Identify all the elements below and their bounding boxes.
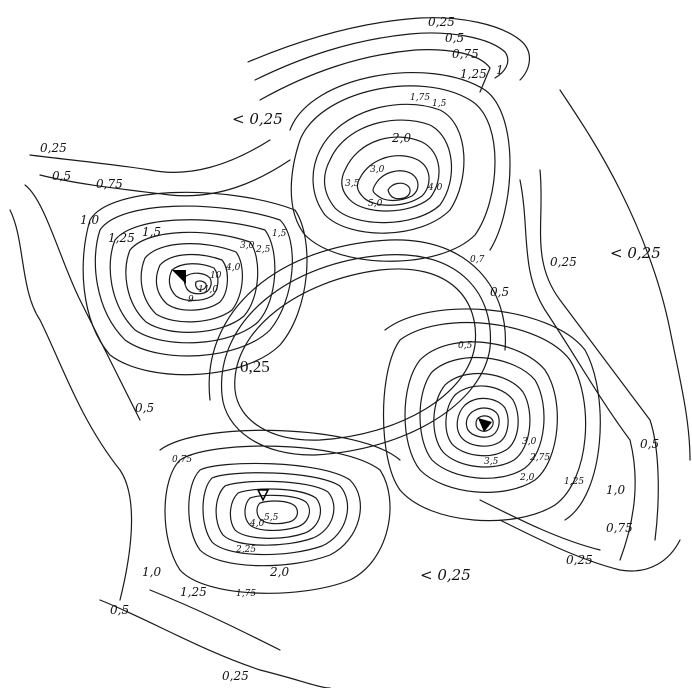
contour-right-outer: [559, 89, 691, 461]
hotspot-northeast: [289, 72, 511, 262]
central-region: [208, 239, 507, 456]
label-w-0-25: 0,25: [40, 141, 67, 155]
contour-bottom-outer: [99, 599, 331, 688]
hotspot-southwest: [159, 429, 401, 594]
label-ne-4-0: 4,0: [427, 183, 443, 193]
contour-bottom-2: [149, 589, 281, 651]
label-br-1-25: 1,25: [564, 477, 584, 487]
contour-left-4: [39, 159, 291, 197]
label-r-0-25: 0,25: [550, 255, 577, 269]
label-tl-2-5: 2,5: [255, 245, 271, 255]
label-bl-2-25: 2,25: [235, 545, 256, 555]
contour-left-outer: [9, 209, 133, 601]
label-tl-1-5: 1,5: [272, 229, 287, 239]
label-center: 0,25: [240, 357, 270, 376]
label-top-1-25: 1,25: [460, 67, 487, 81]
contour-right-3: [519, 179, 636, 561]
label-br-3-0: 3,0: [522, 437, 537, 447]
contour-bottom-right-2: [479, 499, 601, 551]
marker-triangle-se: [478, 418, 492, 432]
label-mid-0-5: 0,5: [490, 285, 509, 299]
label-bl-1-0: 1,0: [142, 565, 161, 579]
label-tl-11-0: 11,0: [198, 285, 218, 295]
label-top-0-5: 0,5: [445, 31, 464, 45]
hotspot-southeast: [382, 308, 601, 522]
label-bl-2-0: 2,0: [269, 565, 289, 579]
label-ne-3-5: 3,5: [345, 179, 360, 189]
label-tl-4-0: 4,0: [225, 263, 241, 273]
label-br-2-0: 2,0: [519, 473, 535, 483]
label-bottom-0-25: 0,25: [222, 669, 249, 683]
hotspot-northwest: [82, 191, 308, 376]
label-bl-0-5: 0,5: [110, 603, 129, 617]
marker-triangle-nw: [172, 270, 186, 284]
contour-left-3: [29, 139, 271, 173]
outer-contours: [9, 17, 691, 688]
label-mid-0-5b: 0,5: [458, 341, 473, 351]
label-bl-5-5: 5,5: [264, 513, 279, 523]
label-bl-1-75: 1,75: [236, 589, 256, 599]
label-top-1: 1: [496, 63, 504, 77]
label-bl-1-25: 1,25: [180, 585, 207, 599]
label-w-0-5: 0,5: [52, 169, 71, 183]
contour-labels: 0,25 0,5 0,75 1,25 1 < 0,25 1,75 1,5 2,0…: [40, 15, 661, 683]
marker-triangle-sw: [256, 489, 270, 502]
label-nw-1-5: 1,5: [432, 99, 447, 109]
contour-right-2: [539, 169, 659, 541]
label-tl-10: 10: [210, 271, 222, 281]
label-br-2-75: 2,75: [529, 453, 550, 463]
contour-top-outer: [247, 17, 530, 81]
contour-bottom-right: [499, 519, 681, 572]
label-w-1-5: 1,5: [142, 225, 161, 239]
label-r-less: < 0,25: [610, 244, 661, 262]
label-ne-5-0: 5,0: [368, 199, 383, 209]
label-ne-3-0: 3,0: [370, 165, 385, 175]
label-less-top: < 0,25: [232, 110, 283, 128]
label-bl-0-75: 0,75: [172, 455, 192, 465]
label-w-1-25: 1,25: [108, 231, 135, 245]
contour-top-2: [254, 32, 509, 81]
label-ne-0-7: 0,7: [470, 255, 485, 265]
label-tl-9: 9: [188, 295, 194, 305]
label-tl-3-0: 3,0: [240, 241, 255, 251]
label-nw-1-75: 1,75: [410, 93, 430, 103]
label-top-0-75: 0,75: [452, 47, 479, 61]
label-w-0-75: 0,75: [96, 177, 123, 191]
label-br-0-75: 0,75: [606, 521, 633, 535]
label-less-bottom: < 0,25: [420, 566, 471, 584]
label-ne-2-0: 2,0: [391, 131, 411, 145]
label-bl-4-0: 4,0: [249, 519, 265, 529]
contour-top-3: [259, 49, 491, 101]
label-br-1-0: 1,0: [606, 483, 625, 497]
contour-left-2: [24, 184, 141, 421]
label-br-0-25: 0,25: [566, 553, 593, 567]
label-w-1-0: 1,0: [80, 213, 99, 227]
label-left-0-5: 0,5: [135, 401, 154, 415]
label-br-3-5: 3,5: [484, 457, 499, 467]
label-top-0-25: 0,25: [428, 15, 455, 29]
label-br-0-5: 0,5: [640, 437, 659, 451]
